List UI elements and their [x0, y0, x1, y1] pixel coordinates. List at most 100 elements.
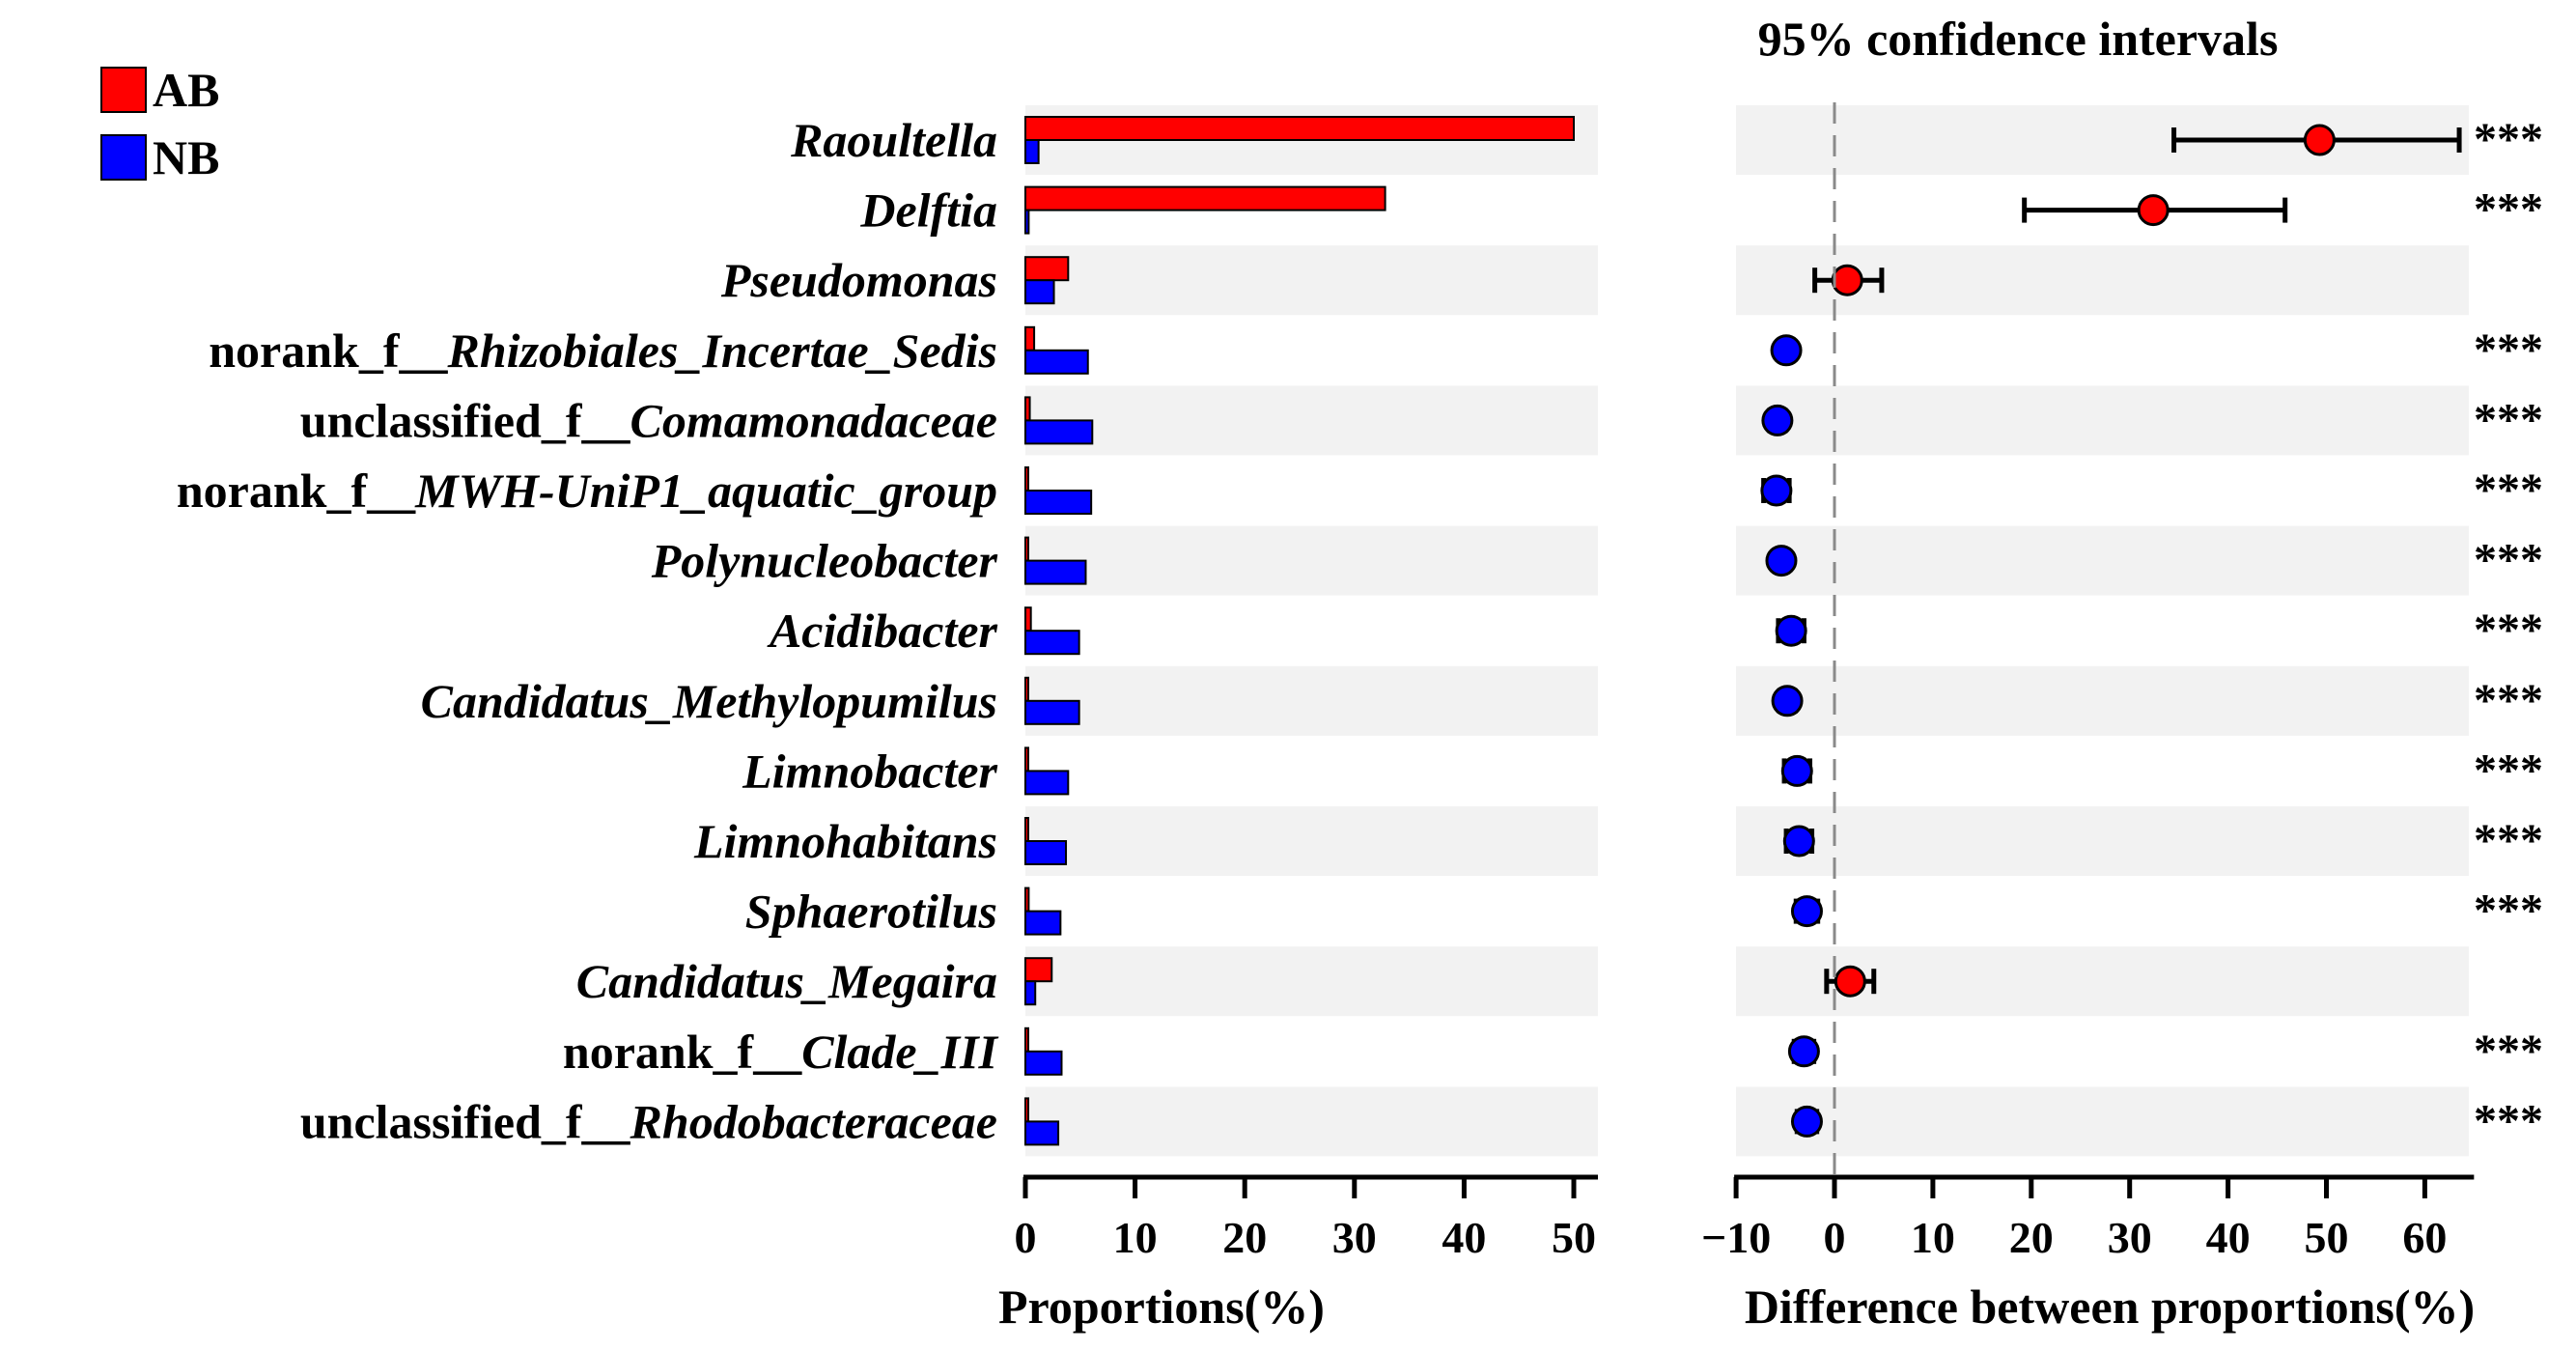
- category-label: Limnohabitans: [693, 814, 997, 868]
- bar-nb: [1024, 490, 1093, 515]
- legend-swatch-nb: [100, 134, 147, 181]
- row-band-left: [1025, 245, 1598, 316]
- bar-nb: [1024, 980, 1037, 1006]
- difference-axis-tick-label: 30: [2108, 1213, 2152, 1262]
- category-label: Raoultella: [790, 113, 997, 167]
- category-label: Candidatus_Megaira: [576, 954, 997, 1008]
- bar-nb: [1024, 630, 1080, 656]
- category-genus: Limnobacter: [742, 744, 997, 798]
- row-band-right: [1736, 525, 2469, 596]
- row-band-left: [1025, 665, 1598, 736]
- bar-ab: [1024, 957, 1053, 983]
- category-prefix: norank_f__: [563, 1025, 802, 1079]
- bar-nb: [1024, 770, 1070, 796]
- bar-nb: [1024, 840, 1068, 865]
- bar-ab: [1024, 1027, 1029, 1053]
- ci-point: [2137, 194, 2170, 227]
- category-prefix: unclassified_f__: [300, 1094, 631, 1148]
- category-genus: Raoultella: [790, 113, 997, 167]
- category-genus: Candidatus_Methylopumilus: [421, 674, 997, 728]
- category-label: Polynucleobacter: [651, 534, 998, 588]
- difference-axis-tick-label: −10: [1701, 1213, 1771, 1262]
- difference-axis-tick-label: 0: [1824, 1213, 1846, 1262]
- category-label: Acidibacter: [767, 604, 998, 658]
- category-genus: Rhizobiales_Incertae_Sedis: [447, 323, 997, 378]
- category-genus: Sphaerotilus: [745, 885, 997, 939]
- category-label: unclassified_f__Rhodobacteraceae: [300, 1094, 997, 1148]
- category-label: unclassified_f__Comamonadaceae: [300, 393, 997, 447]
- legend: AB NB: [100, 63, 219, 184]
- bar-ab: [1024, 325, 1036, 352]
- confidence-interval-points: *** *** *** *** *** *** *** *** *** *** *** *** ***: [1760, 102, 2543, 1177]
- proportions-axis-tick-label: 40: [1442, 1213, 1486, 1262]
- bar-ab: [1024, 536, 1029, 562]
- bar-ab: [1024, 817, 1029, 842]
- bar-ab: [1024, 1097, 1029, 1123]
- bar-nb: [1024, 419, 1094, 445]
- significance-marker: ***: [2474, 1026, 2543, 1077]
- significance-marker: ***: [2474, 886, 2543, 937]
- category-genus: Comamonadaceae: [630, 393, 997, 447]
- bar-ab: [1024, 116, 1575, 141]
- row-bands: [1025, 105, 2469, 1157]
- row-band-right: [1736, 665, 2469, 736]
- row-band-right: [1736, 806, 2469, 876]
- significance-marker: ***: [2474, 324, 2543, 376]
- significance-marker: ***: [2474, 605, 2543, 656]
- legend-swatch-ab: [100, 67, 147, 113]
- bar-nb: [1024, 209, 1030, 235]
- category-genus: Rhodobacteraceae: [630, 1094, 997, 1148]
- bar-nb: [1024, 699, 1080, 725]
- ci-point: [2303, 124, 2336, 156]
- category-genus: Acidibacter: [767, 604, 998, 658]
- category-label: norank_f__MWH-UniP1_aquatic_group: [177, 464, 997, 518]
- category-genus: Limnohabitans: [693, 814, 997, 868]
- proportions-axis-tick-label: 50: [1552, 1213, 1596, 1262]
- category-label: norank_f__Clade_III: [563, 1025, 999, 1079]
- significance-marker: ***: [2474, 464, 2543, 516]
- category-genus: Clade_III: [801, 1025, 998, 1079]
- bar-nb: [1024, 139, 1040, 164]
- significance-marker: ***: [2474, 184, 2543, 236]
- ci-point: [1782, 825, 1815, 858]
- ci-point: [1790, 1105, 1823, 1138]
- bar-ab: [1024, 606, 1032, 633]
- ci-point: [1761, 404, 1794, 436]
- proportions-axis-label: Proportions(%): [998, 1280, 1325, 1334]
- category-label: Delftia: [859, 183, 997, 238]
- ci-point: [1780, 754, 1813, 787]
- ci-point: [1787, 1035, 1820, 1068]
- category-label: Sphaerotilus: [745, 885, 997, 939]
- category-genus: Pseudomonas: [720, 253, 997, 307]
- proportions-axis: 0 10 20 30 40 50: [1015, 1174, 1598, 1262]
- significance-marker: ***: [2474, 535, 2543, 586]
- row-band-left: [1025, 385, 1598, 456]
- category-label: norank_f__Rhizobiales_Incertae_Sedis: [209, 323, 997, 378]
- legend-label-nb: NB: [153, 130, 219, 184]
- proportions-axis-tick-label: 30: [1332, 1213, 1377, 1262]
- bar-ab: [1024, 256, 1070, 282]
- category-genus: MWH-UniP1_aquatic_group: [414, 464, 997, 518]
- ci-chart-title: 95% confidence intervals: [1758, 12, 2279, 66]
- difference-axis-label: Difference between proportions(%): [1745, 1280, 2475, 1334]
- difference-axis-tick-label: 20: [2009, 1213, 2054, 1262]
- category-prefix: norank_f__: [209, 323, 448, 378]
- category-genus: Candidatus_Megaira: [576, 954, 997, 1008]
- row-band-right: [1736, 385, 2469, 456]
- significance-marker: ***: [2474, 675, 2543, 726]
- ci-point: [1765, 545, 1798, 577]
- proportions-axis-tick-label: 10: [1113, 1213, 1158, 1262]
- proportions-axis-tick-label: 20: [1222, 1213, 1267, 1262]
- bar-nb: [1024, 279, 1055, 305]
- significance-marker: ***: [2474, 114, 2543, 165]
- bar-ab: [1024, 396, 1031, 422]
- bar-nb: [1024, 349, 1089, 375]
- proportions-axis-tick-label: 0: [1015, 1213, 1037, 1262]
- significance-marker: ***: [2474, 1095, 2543, 1146]
- row-band-left: [1025, 806, 1598, 876]
- significance-marker: ***: [2474, 745, 2543, 796]
- bar-ab: [1024, 746, 1029, 773]
- ci-point: [1831, 264, 1863, 296]
- row-band-left: [1025, 525, 1598, 596]
